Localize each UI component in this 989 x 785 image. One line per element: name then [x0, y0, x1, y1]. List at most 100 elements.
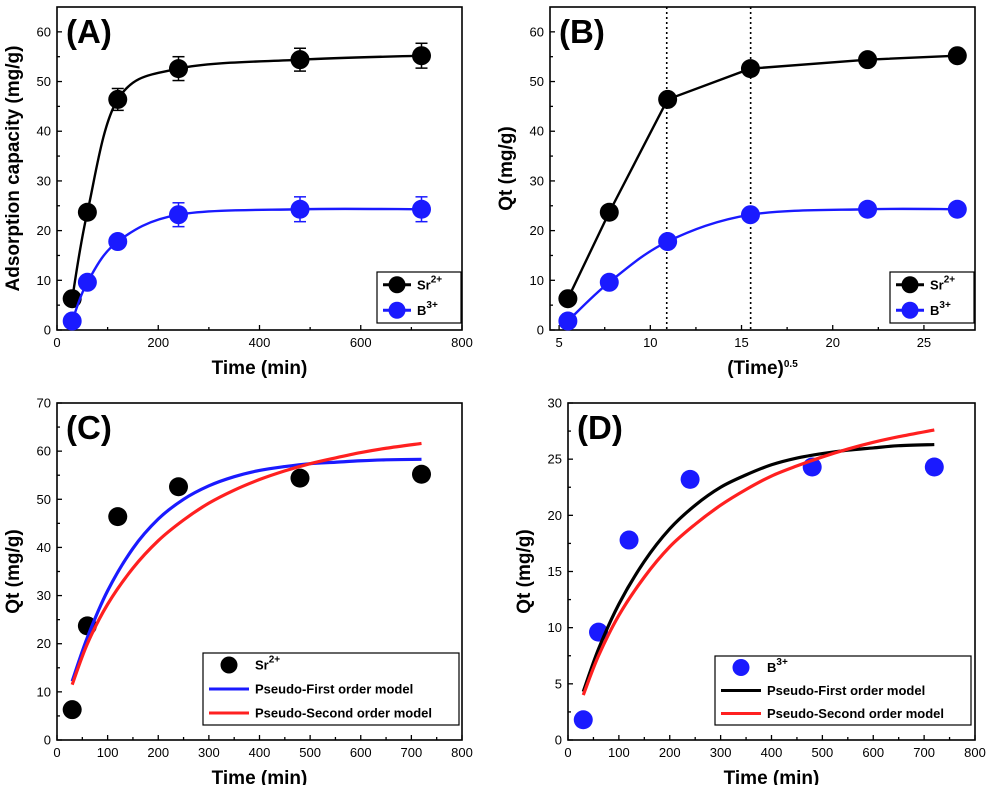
data-point: [62, 311, 82, 331]
y-tick-label: 50: [530, 74, 544, 89]
data-point: [619, 530, 639, 550]
y-axis-title: Adsorption capacity (mg/g): [3, 46, 24, 292]
x-tick-label: 0: [53, 745, 60, 760]
x-tick-label: 100: [608, 745, 630, 760]
legend-label-sup: 2+: [944, 274, 956, 285]
x-tick-label: 20: [825, 335, 839, 350]
data-point: [108, 507, 128, 527]
legend: Sr2+ B3+: [889, 271, 975, 324]
x-tick-label: 5: [556, 335, 563, 350]
data-point: [680, 469, 700, 489]
series-line-0: [566, 54, 958, 300]
x-tick-label: 0: [564, 745, 571, 760]
data-point: [290, 199, 310, 219]
data-point: [658, 89, 678, 109]
x-axis-title: Time (min): [212, 768, 308, 785]
x-axis-title: Time (min): [212, 358, 308, 379]
data-point: [599, 272, 619, 292]
y-tick-label: 40: [37, 540, 51, 555]
legend-label-base: Sr: [417, 277, 431, 292]
data-point: [290, 468, 310, 488]
x-tick-label: 800: [964, 745, 986, 760]
x-tick-label: 25: [917, 335, 931, 350]
panel-label: (B): [559, 13, 605, 50]
data-point: [858, 199, 878, 219]
data-point: [924, 457, 944, 477]
plot-frame: [549, 6, 976, 331]
data-point: [412, 46, 431, 66]
chart-panel-a: 0 200 400 600 800 0 10 20 30 40 50 60 Time (min) Adso…: [3, 6, 473, 379]
y-tick-label: 30: [37, 173, 51, 188]
x-tick-label: 600: [350, 335, 372, 350]
x-tick-label: 500: [812, 745, 834, 760]
legend-label: B3+: [930, 300, 951, 318]
legend: Sr2+ Pseudo-First order model Pseudo-Secon…: [202, 652, 460, 726]
data-point: [740, 205, 760, 225]
chart-panel-d: 0 100 200 300 400 500 600 700 800 0 5 10 15 20 25 30 Tim…: [514, 396, 986, 785]
series-line-2: [70, 441, 422, 686]
y-tick-label: 5: [555, 676, 562, 691]
y-axis-title: Qt (mg/g): [3, 529, 24, 613]
y-tick-label: 70: [37, 396, 51, 411]
y-tick-label: 0: [537, 323, 544, 338]
legend-label-base: B: [417, 303, 426, 318]
x-tick-label: 300: [710, 745, 732, 760]
data-point: [77, 272, 97, 292]
x-tick-label: 200: [147, 745, 169, 760]
y-tick-label: 0: [44, 323, 51, 338]
y-tick-label: 60: [530, 24, 544, 39]
x-tick-label: 600: [862, 745, 884, 760]
legend-marker: [732, 659, 750, 676]
legend-label-base: B: [767, 660, 776, 675]
series-line-0: [71, 54, 422, 299]
legend-label: Pseudo-First order model: [767, 683, 925, 698]
x-axis-title-sup: 0.5: [784, 359, 798, 370]
x-axis-title-base: Time (min): [212, 768, 308, 785]
x-tick-label: 700: [913, 745, 935, 760]
data-point: [947, 46, 967, 66]
data-point: [290, 50, 310, 70]
legend-marker: [388, 276, 406, 294]
x-tick-label: 400: [761, 745, 783, 760]
data-point: [658, 232, 678, 252]
data-point: [599, 202, 619, 222]
x-axis-title-base: Time (min): [212, 358, 308, 379]
data-point: [62, 700, 82, 720]
legend: B3+ Pseudo-First order model Pseudo-Second…: [714, 655, 972, 726]
legend-marker: [901, 301, 919, 319]
y-tick-label: 60: [37, 444, 51, 459]
x-tick-label: 800: [451, 335, 473, 350]
data-point: [62, 289, 82, 309]
series-line-2: [581, 428, 935, 696]
series-line-1: [70, 457, 422, 682]
x-tick-label: 700: [401, 745, 423, 760]
x-axis-title: Time (min): [724, 768, 820, 785]
data-point: [858, 50, 878, 70]
legend-label: Pseudo-Second order model: [767, 706, 944, 721]
legend-label-base: Pseudo-Second order model: [255, 706, 432, 721]
x-tick-label: 200: [147, 335, 169, 350]
data-point: [573, 710, 593, 730]
x-axis-title: (Time)0.5: [727, 358, 798, 379]
x-tick-label: 500: [299, 745, 321, 760]
x-axis-title-base: (Time): [727, 358, 784, 379]
chart-panel-c: 0 100 200 300 400 500 600 700 800 0 10 20 30 40 50 60 70…: [3, 396, 473, 785]
panel-label: (C): [66, 409, 112, 446]
legend-label: B3+: [767, 657, 788, 675]
data-point: [169, 59, 188, 79]
data-point: [740, 59, 760, 79]
y-tick-label: 40: [37, 124, 51, 139]
legend-label-sup: 3+: [426, 300, 438, 311]
legend-label-sup: 3+: [939, 300, 951, 311]
data-point: [108, 232, 128, 252]
y-axis-title: Qt (mg/g): [496, 126, 517, 210]
legend-marker: [220, 656, 238, 674]
x-tick-label: 0: [53, 335, 60, 350]
data-point: [108, 89, 128, 109]
y-tick-label: 10: [530, 273, 544, 288]
data-point: [947, 199, 967, 219]
y-tick-label: 0: [555, 733, 562, 748]
y-tick-label: 0: [44, 733, 51, 748]
y-tick-label: 20: [37, 223, 51, 238]
legend-marker: [901, 276, 919, 294]
